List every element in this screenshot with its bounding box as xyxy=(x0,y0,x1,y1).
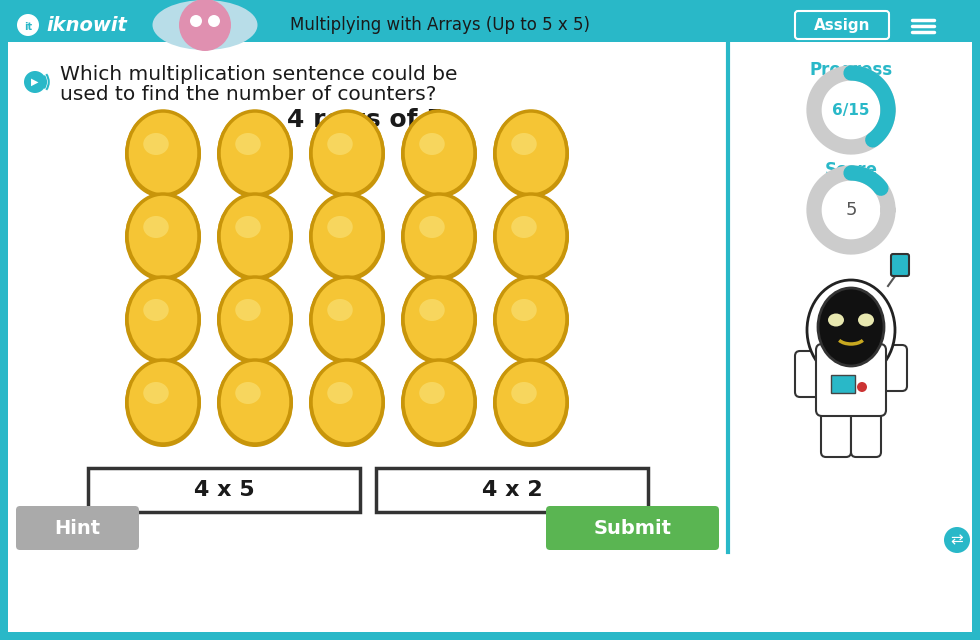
Ellipse shape xyxy=(858,314,874,326)
Text: 4 rows of 5: 4 rows of 5 xyxy=(287,108,443,132)
Ellipse shape xyxy=(217,359,293,447)
Ellipse shape xyxy=(219,111,291,195)
Polygon shape xyxy=(730,42,972,552)
FancyBboxPatch shape xyxy=(546,506,719,550)
Ellipse shape xyxy=(127,277,199,361)
Ellipse shape xyxy=(125,359,201,447)
Ellipse shape xyxy=(235,299,261,321)
Ellipse shape xyxy=(401,359,477,447)
Text: Submit: Submit xyxy=(594,518,672,538)
Ellipse shape xyxy=(309,276,385,364)
Ellipse shape xyxy=(311,111,383,195)
FancyBboxPatch shape xyxy=(795,11,889,39)
Circle shape xyxy=(857,382,867,392)
Ellipse shape xyxy=(512,299,537,321)
FancyBboxPatch shape xyxy=(376,468,648,512)
Ellipse shape xyxy=(127,360,199,444)
Ellipse shape xyxy=(401,110,477,198)
Ellipse shape xyxy=(401,276,477,364)
Ellipse shape xyxy=(512,382,537,404)
Text: Score: Score xyxy=(824,161,877,179)
FancyBboxPatch shape xyxy=(891,254,909,276)
Text: Hint: Hint xyxy=(54,518,100,538)
Ellipse shape xyxy=(311,277,383,361)
Ellipse shape xyxy=(495,360,567,444)
Ellipse shape xyxy=(403,277,475,361)
FancyBboxPatch shape xyxy=(16,506,139,550)
Text: it: it xyxy=(24,22,32,32)
Ellipse shape xyxy=(493,193,569,281)
Ellipse shape xyxy=(495,194,567,278)
FancyBboxPatch shape xyxy=(8,8,972,42)
Ellipse shape xyxy=(125,276,201,364)
Ellipse shape xyxy=(327,299,353,321)
Ellipse shape xyxy=(512,133,537,155)
Ellipse shape xyxy=(403,194,475,278)
Text: Assign: Assign xyxy=(813,17,870,33)
Ellipse shape xyxy=(403,111,475,195)
Circle shape xyxy=(190,15,202,27)
Ellipse shape xyxy=(219,277,291,361)
Ellipse shape xyxy=(125,110,201,198)
FancyBboxPatch shape xyxy=(816,344,886,416)
Text: 6/15: 6/15 xyxy=(832,102,870,118)
Polygon shape xyxy=(8,42,728,552)
Text: Progress: Progress xyxy=(809,61,893,79)
Ellipse shape xyxy=(493,276,569,364)
Circle shape xyxy=(24,71,46,93)
Circle shape xyxy=(208,15,220,27)
Ellipse shape xyxy=(219,194,291,278)
FancyBboxPatch shape xyxy=(795,351,827,397)
Ellipse shape xyxy=(493,359,569,447)
Text: ⇄: ⇄ xyxy=(951,532,963,547)
Ellipse shape xyxy=(311,194,383,278)
Text: Which multiplication sentence could be: Which multiplication sentence could be xyxy=(60,65,458,83)
Ellipse shape xyxy=(828,314,844,326)
Ellipse shape xyxy=(818,288,884,366)
Ellipse shape xyxy=(419,216,445,238)
Circle shape xyxy=(179,0,231,51)
Ellipse shape xyxy=(235,216,261,238)
Ellipse shape xyxy=(143,133,169,155)
Ellipse shape xyxy=(419,382,445,404)
Ellipse shape xyxy=(327,216,353,238)
Ellipse shape xyxy=(401,193,477,281)
FancyBboxPatch shape xyxy=(875,345,907,391)
Ellipse shape xyxy=(309,359,385,447)
Ellipse shape xyxy=(153,0,258,50)
Ellipse shape xyxy=(807,280,895,380)
Ellipse shape xyxy=(419,133,445,155)
Ellipse shape xyxy=(219,360,291,444)
Ellipse shape xyxy=(311,360,383,444)
Text: Multiplying with Arrays (Up to 5 x 5): Multiplying with Arrays (Up to 5 x 5) xyxy=(290,16,590,34)
Text: 4 x 5: 4 x 5 xyxy=(194,480,255,500)
FancyBboxPatch shape xyxy=(831,375,855,393)
Ellipse shape xyxy=(235,133,261,155)
Ellipse shape xyxy=(125,193,201,281)
Ellipse shape xyxy=(495,111,567,195)
Ellipse shape xyxy=(309,110,385,198)
Ellipse shape xyxy=(327,133,353,155)
FancyBboxPatch shape xyxy=(851,403,881,457)
Circle shape xyxy=(17,14,39,36)
Ellipse shape xyxy=(495,277,567,361)
Ellipse shape xyxy=(143,216,169,238)
Ellipse shape xyxy=(127,194,199,278)
Ellipse shape xyxy=(512,216,537,238)
FancyBboxPatch shape xyxy=(821,403,851,457)
Text: iknowit: iknowit xyxy=(47,15,127,35)
Ellipse shape xyxy=(217,110,293,198)
Ellipse shape xyxy=(127,111,199,195)
Text: 4 x 2: 4 x 2 xyxy=(482,480,542,500)
Ellipse shape xyxy=(327,382,353,404)
Text: ▶: ▶ xyxy=(31,77,39,87)
Ellipse shape xyxy=(143,299,169,321)
FancyBboxPatch shape xyxy=(8,8,972,632)
Ellipse shape xyxy=(493,110,569,198)
Text: used to find the number of counters?: used to find the number of counters? xyxy=(60,84,436,104)
FancyBboxPatch shape xyxy=(88,468,360,512)
Circle shape xyxy=(944,527,970,553)
Ellipse shape xyxy=(217,193,293,281)
Ellipse shape xyxy=(143,382,169,404)
